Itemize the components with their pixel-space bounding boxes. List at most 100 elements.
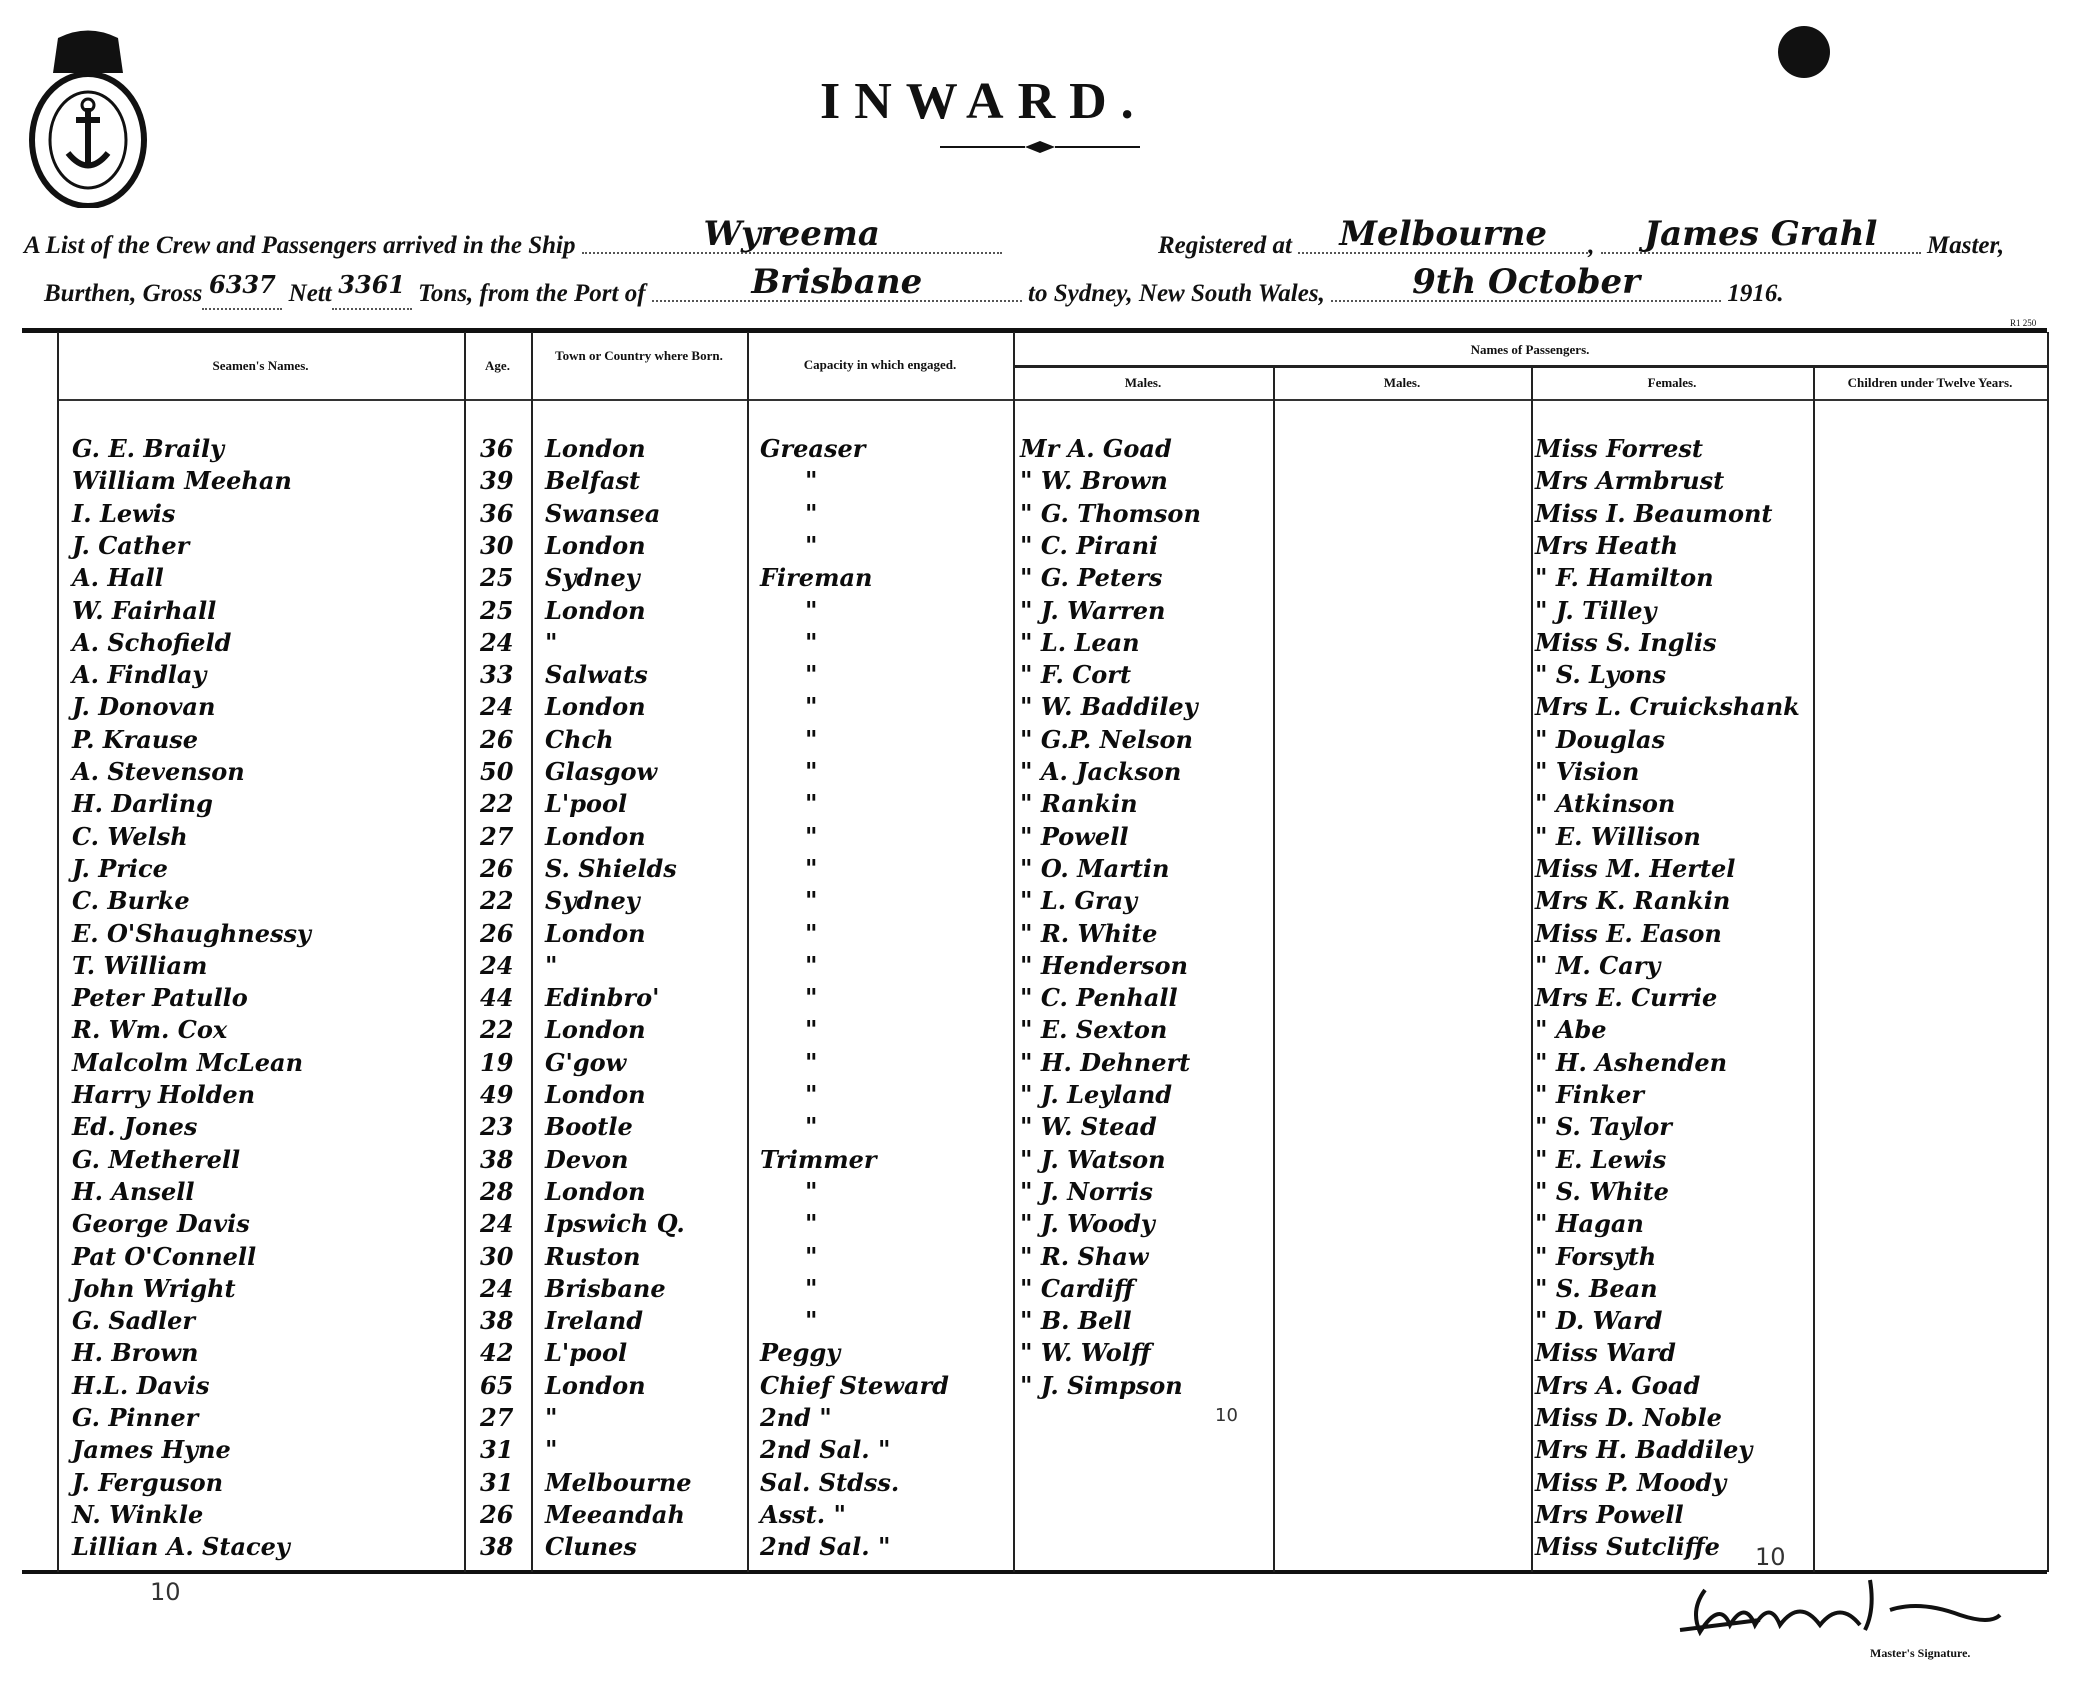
female-passenger: " E. Willison — [1535, 821, 1701, 851]
seaman-capacity: Asst. " — [760, 1499, 846, 1529]
male-passenger: " W. Brown — [1020, 466, 1168, 496]
seaman-age: 49 — [480, 1080, 514, 1109]
male-passenger: " W. Wolff — [1020, 1338, 1151, 1368]
seaman-capacity: " — [805, 627, 818, 657]
seaman-age: 42 — [480, 1338, 514, 1368]
seaman-age: 27 — [480, 1403, 514, 1432]
seaman-age: 24 — [480, 1273, 514, 1303]
seaman-age: 31 — [480, 1467, 514, 1497]
seaman-age: 38 — [480, 1532, 514, 1562]
seaman-capacity: " — [805, 498, 818, 528]
female-passenger: Miss E. Eason — [1535, 918, 1722, 948]
seaman-birthplace: L'pool — [545, 1338, 628, 1368]
signature-label: Master's Signature. — [1870, 1646, 1971, 1660]
passenger-header-rule — [1013, 365, 2047, 368]
seaman-age: 33 — [480, 660, 514, 690]
seaman-birthplace: Glasgow — [545, 757, 658, 786]
seaman-capacity: " — [805, 983, 818, 1013]
registered-field: Melbourne — [1298, 214, 1589, 254]
seaman-age: 39 — [480, 466, 514, 496]
column-divider — [464, 332, 466, 1572]
seaman-capacity: " — [805, 595, 818, 625]
seaman-capacity: " — [805, 1112, 818, 1142]
seaman-name: C. Burke — [72, 886, 190, 916]
seaman-birthplace: " — [545, 1435, 558, 1465]
seaman-capacity: Fireman — [760, 563, 873, 593]
seaman-name: A. Findlay — [72, 660, 207, 690]
master-signature — [1679, 1579, 2002, 1637]
females-tally: 10 — [1755, 1543, 1786, 1571]
header-line-2: Burthen, Gross 6337 Nett 3361 Tons, from t… — [44, 262, 1784, 310]
arrival-date: 9th October — [1412, 262, 1641, 302]
seaman-capacity: " — [805, 789, 818, 819]
seaman-name: I. Lewis — [72, 498, 176, 528]
shipping-office-seal — [29, 30, 147, 208]
seaman-capacity: " — [805, 757, 818, 786]
title-ornament — [940, 141, 1140, 153]
seaman-birthplace: Meeandah — [545, 1499, 685, 1529]
seaman-capacity: " — [805, 950, 818, 980]
male-passenger: " R. Shaw — [1020, 1241, 1149, 1271]
seaman-age: 24 — [480, 1209, 514, 1239]
col-children: Children under Twelve Years. — [1847, 375, 2013, 390]
seaman-capacity: " — [805, 1015, 818, 1045]
seaman-birthplace: Swansea — [545, 498, 661, 528]
seaman-age: 26 — [480, 1499, 514, 1529]
date-field: 9th October — [1331, 262, 1722, 302]
master-label: Master, — [1926, 232, 2005, 259]
female-passenger: Mrs Armbrust — [1535, 466, 1725, 496]
seaman-birthplace: Belfast — [545, 466, 641, 496]
seaman-name: James Hyne — [72, 1435, 231, 1465]
ship-field: Wyreema — [581, 214, 1002, 254]
male-passenger: Mr A. Goad — [1020, 434, 1172, 463]
seaman-name: Malcolm McLean — [72, 1047, 304, 1077]
male-passenger: " J. Watson — [1020, 1144, 1166, 1174]
seaman-capacity: " — [805, 886, 818, 916]
seaman-birthplace: London — [545, 692, 646, 722]
female-passenger: " S. White — [1535, 1176, 1669, 1206]
seaman-name: J. Price — [72, 853, 168, 883]
male-passenger: " E. Sexton — [1020, 1015, 1168, 1045]
seaman-birthplace: " — [545, 627, 558, 657]
seaman-name: William Meehan — [72, 466, 292, 496]
seaman-age: 28 — [480, 1176, 514, 1206]
seaman-name: E. O'Shaughnessy — [72, 918, 311, 948]
page-title: INWARD. — [820, 73, 1148, 130]
seaman-age: 24 — [480, 950, 514, 980]
gross-field: 6337 — [202, 270, 283, 310]
seaman-name: Pat O'Connell — [72, 1241, 257, 1271]
male-passenger: " F. Cort — [1020, 660, 1132, 690]
seaman-age: 65 — [480, 1370, 514, 1400]
female-passenger: Mrs Powell — [1535, 1499, 1684, 1529]
male-passenger: " G. Thomson — [1020, 498, 1201, 528]
seaman-age: 44 — [480, 983, 514, 1013]
burthen-label: Burthen, Gross — [44, 280, 203, 307]
seaman-age: 36 — [480, 434, 514, 463]
col-males-2: Males. — [1383, 375, 1421, 390]
nett-label: Nett — [288, 280, 332, 307]
seaman-name: H. Brown — [72, 1338, 199, 1368]
seaman-birthplace: " — [545, 950, 558, 980]
seaman-age: 22 — [480, 789, 514, 819]
seaman-name: A. Hall — [72, 563, 164, 593]
female-passenger: " S. Bean — [1535, 1273, 1658, 1303]
female-passenger: " Douglas — [1535, 724, 1666, 754]
seaman-birthplace: L'pool — [545, 789, 628, 819]
col-age: Age. — [485, 358, 510, 373]
seaman-name: A. Schofield — [72, 627, 232, 657]
registered-label: Registered at — [1157, 232, 1292, 259]
seaman-name: N. Winkle — [72, 1499, 204, 1529]
seaman-name: T. William — [72, 950, 208, 980]
seaman-birthplace: London — [545, 918, 646, 948]
female-passenger: Mrs L. Cruickshank — [1535, 692, 1800, 722]
female-passenger: " J. Tilley — [1535, 595, 1657, 625]
col-capacity: Capacity in which engaged. — [803, 357, 957, 372]
female-passenger: " D. Ward — [1535, 1306, 1663, 1336]
bottom-rule — [22, 1570, 2047, 1574]
male-passenger: " Cardiff — [1020, 1273, 1134, 1303]
seaman-capacity: Trimmer — [760, 1144, 877, 1174]
seaman-birthplace: S. Shields — [545, 853, 677, 883]
seaman-birthplace: Ruston — [545, 1241, 641, 1271]
seaman-name: J. Cather — [72, 530, 190, 560]
male-passenger: " Henderson — [1020, 950, 1188, 980]
